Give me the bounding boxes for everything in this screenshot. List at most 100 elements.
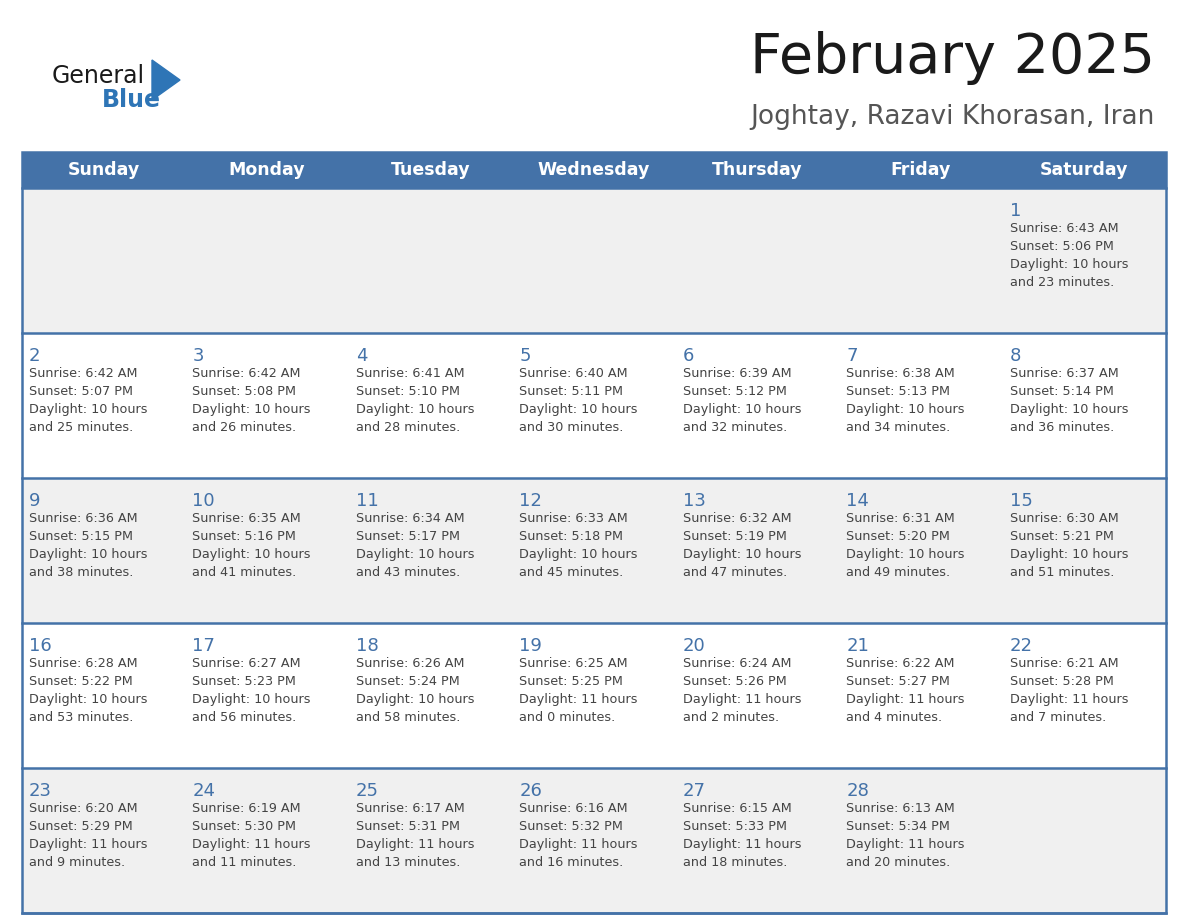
Text: Daylight: 10 hours: Daylight: 10 hours [1010,548,1129,561]
Text: and 56 minutes.: and 56 minutes. [192,711,297,724]
Text: Daylight: 10 hours: Daylight: 10 hours [192,548,311,561]
Text: and 13 minutes.: and 13 minutes. [356,856,460,869]
Text: Friday: Friday [891,161,952,179]
Text: Sunset: 5:34 PM: Sunset: 5:34 PM [846,820,950,833]
Text: Sunrise: 6:33 AM: Sunrise: 6:33 AM [519,512,628,525]
Text: 16: 16 [29,637,52,655]
Text: Sunrise: 6:19 AM: Sunrise: 6:19 AM [192,802,301,815]
Text: Daylight: 10 hours: Daylight: 10 hours [356,403,474,416]
Text: Sunrise: 6:15 AM: Sunrise: 6:15 AM [683,802,791,815]
Text: 26: 26 [519,782,542,800]
Text: Daylight: 10 hours: Daylight: 10 hours [356,548,474,561]
Text: Daylight: 10 hours: Daylight: 10 hours [192,403,311,416]
Text: Daylight: 10 hours: Daylight: 10 hours [29,693,147,706]
Text: and 16 minutes.: and 16 minutes. [519,856,624,869]
Text: Sunrise: 6:42 AM: Sunrise: 6:42 AM [192,367,301,380]
Text: and 0 minutes.: and 0 minutes. [519,711,615,724]
Text: General: General [52,64,145,88]
Polygon shape [152,60,181,100]
Text: 1: 1 [1010,202,1020,220]
Text: Daylight: 10 hours: Daylight: 10 hours [1010,258,1129,271]
Text: Sunset: 5:30 PM: Sunset: 5:30 PM [192,820,297,833]
Text: Daylight: 11 hours: Daylight: 11 hours [29,838,147,851]
Text: Saturday: Saturday [1040,161,1129,179]
Text: February 2025: February 2025 [750,31,1155,85]
Text: 7: 7 [846,347,858,365]
Text: and 49 minutes.: and 49 minutes. [846,566,950,579]
Text: Sunrise: 6:25 AM: Sunrise: 6:25 AM [519,657,628,670]
Bar [23,768,1165,913]
Text: Daylight: 10 hours: Daylight: 10 hours [29,403,147,416]
Text: Daylight: 11 hours: Daylight: 11 hours [683,838,801,851]
Text: Sunrise: 6:35 AM: Sunrise: 6:35 AM [192,512,302,525]
Bar [23,333,1165,478]
Text: 13: 13 [683,492,706,510]
Text: Sunrise: 6:17 AM: Sunrise: 6:17 AM [356,802,465,815]
Text: 14: 14 [846,492,868,510]
Text: Daylight: 10 hours: Daylight: 10 hours [1010,403,1129,416]
Text: and 9 minutes.: and 9 minutes. [29,856,125,869]
Text: Daylight: 10 hours: Daylight: 10 hours [519,548,638,561]
Text: Sunset: 5:10 PM: Sunset: 5:10 PM [356,385,460,398]
Text: and 51 minutes.: and 51 minutes. [1010,566,1114,579]
Text: and 20 minutes.: and 20 minutes. [846,856,950,869]
Text: Sunrise: 6:31 AM: Sunrise: 6:31 AM [846,512,955,525]
Text: Sunset: 5:25 PM: Sunset: 5:25 PM [519,675,624,688]
Text: 5: 5 [519,347,531,365]
Text: Sunrise: 6:41 AM: Sunrise: 6:41 AM [356,367,465,380]
Text: Joghtay, Razavi Khorasan, Iran: Joghtay, Razavi Khorasan, Iran [751,104,1155,130]
Text: Sunset: 5:24 PM: Sunset: 5:24 PM [356,675,460,688]
Text: Sunset: 5:20 PM: Sunset: 5:20 PM [846,530,950,543]
Text: Monday: Monday [229,161,305,179]
Text: and 4 minutes.: and 4 minutes. [846,711,942,724]
Text: and 30 minutes.: and 30 minutes. [519,421,624,434]
Text: Sunrise: 6:13 AM: Sunrise: 6:13 AM [846,802,955,815]
Text: and 32 minutes.: and 32 minutes. [683,421,786,434]
Text: 6: 6 [683,347,694,365]
Text: and 11 minutes.: and 11 minutes. [192,856,297,869]
Text: Sunrise: 6:21 AM: Sunrise: 6:21 AM [1010,657,1118,670]
Text: Daylight: 11 hours: Daylight: 11 hours [519,838,638,851]
Text: Daylight: 10 hours: Daylight: 10 hours [846,403,965,416]
Text: and 36 minutes.: and 36 minutes. [1010,421,1114,434]
Text: Sunrise: 6:27 AM: Sunrise: 6:27 AM [192,657,301,670]
Text: Sunset: 5:28 PM: Sunset: 5:28 PM [1010,675,1113,688]
Text: and 34 minutes.: and 34 minutes. [846,421,950,434]
Text: Sunrise: 6:26 AM: Sunrise: 6:26 AM [356,657,465,670]
Text: Sunrise: 6:22 AM: Sunrise: 6:22 AM [846,657,955,670]
Text: 12: 12 [519,492,542,510]
Text: and 26 minutes.: and 26 minutes. [192,421,297,434]
Text: 24: 24 [192,782,215,800]
Text: Sunset: 5:12 PM: Sunset: 5:12 PM [683,385,786,398]
Text: Sunrise: 6:34 AM: Sunrise: 6:34 AM [356,512,465,525]
Text: Daylight: 11 hours: Daylight: 11 hours [683,693,801,706]
Text: 11: 11 [356,492,379,510]
Text: Sunrise: 6:36 AM: Sunrise: 6:36 AM [29,512,138,525]
Text: Daylight: 11 hours: Daylight: 11 hours [192,838,311,851]
Text: Sunset: 5:07 PM: Sunset: 5:07 PM [29,385,133,398]
Text: Sunrise: 6:43 AM: Sunrise: 6:43 AM [1010,222,1118,235]
Text: Sunset: 5:29 PM: Sunset: 5:29 PM [29,820,133,833]
Text: Sunrise: 6:38 AM: Sunrise: 6:38 AM [846,367,955,380]
Text: Sunrise: 6:20 AM: Sunrise: 6:20 AM [29,802,138,815]
Text: Sunset: 5:08 PM: Sunset: 5:08 PM [192,385,297,398]
Text: Sunrise: 6:24 AM: Sunrise: 6:24 AM [683,657,791,670]
Bar [23,188,1165,333]
Text: 25: 25 [356,782,379,800]
Text: Tuesday: Tuesday [391,161,470,179]
Text: Sunrise: 6:16 AM: Sunrise: 6:16 AM [519,802,628,815]
Text: and 23 minutes.: and 23 minutes. [1010,276,1114,289]
Text: and 43 minutes.: and 43 minutes. [356,566,460,579]
Text: 9: 9 [29,492,40,510]
Bar [23,478,1165,623]
Text: 3: 3 [192,347,204,365]
Text: and 38 minutes.: and 38 minutes. [29,566,133,579]
Text: and 58 minutes.: and 58 minutes. [356,711,460,724]
Text: and 45 minutes.: and 45 minutes. [519,566,624,579]
Text: 28: 28 [846,782,868,800]
Text: and 25 minutes.: and 25 minutes. [29,421,133,434]
Text: Sunset: 5:26 PM: Sunset: 5:26 PM [683,675,786,688]
Text: Thursday: Thursday [712,161,803,179]
Text: Sunset: 5:17 PM: Sunset: 5:17 PM [356,530,460,543]
Text: Sunset: 5:13 PM: Sunset: 5:13 PM [846,385,950,398]
